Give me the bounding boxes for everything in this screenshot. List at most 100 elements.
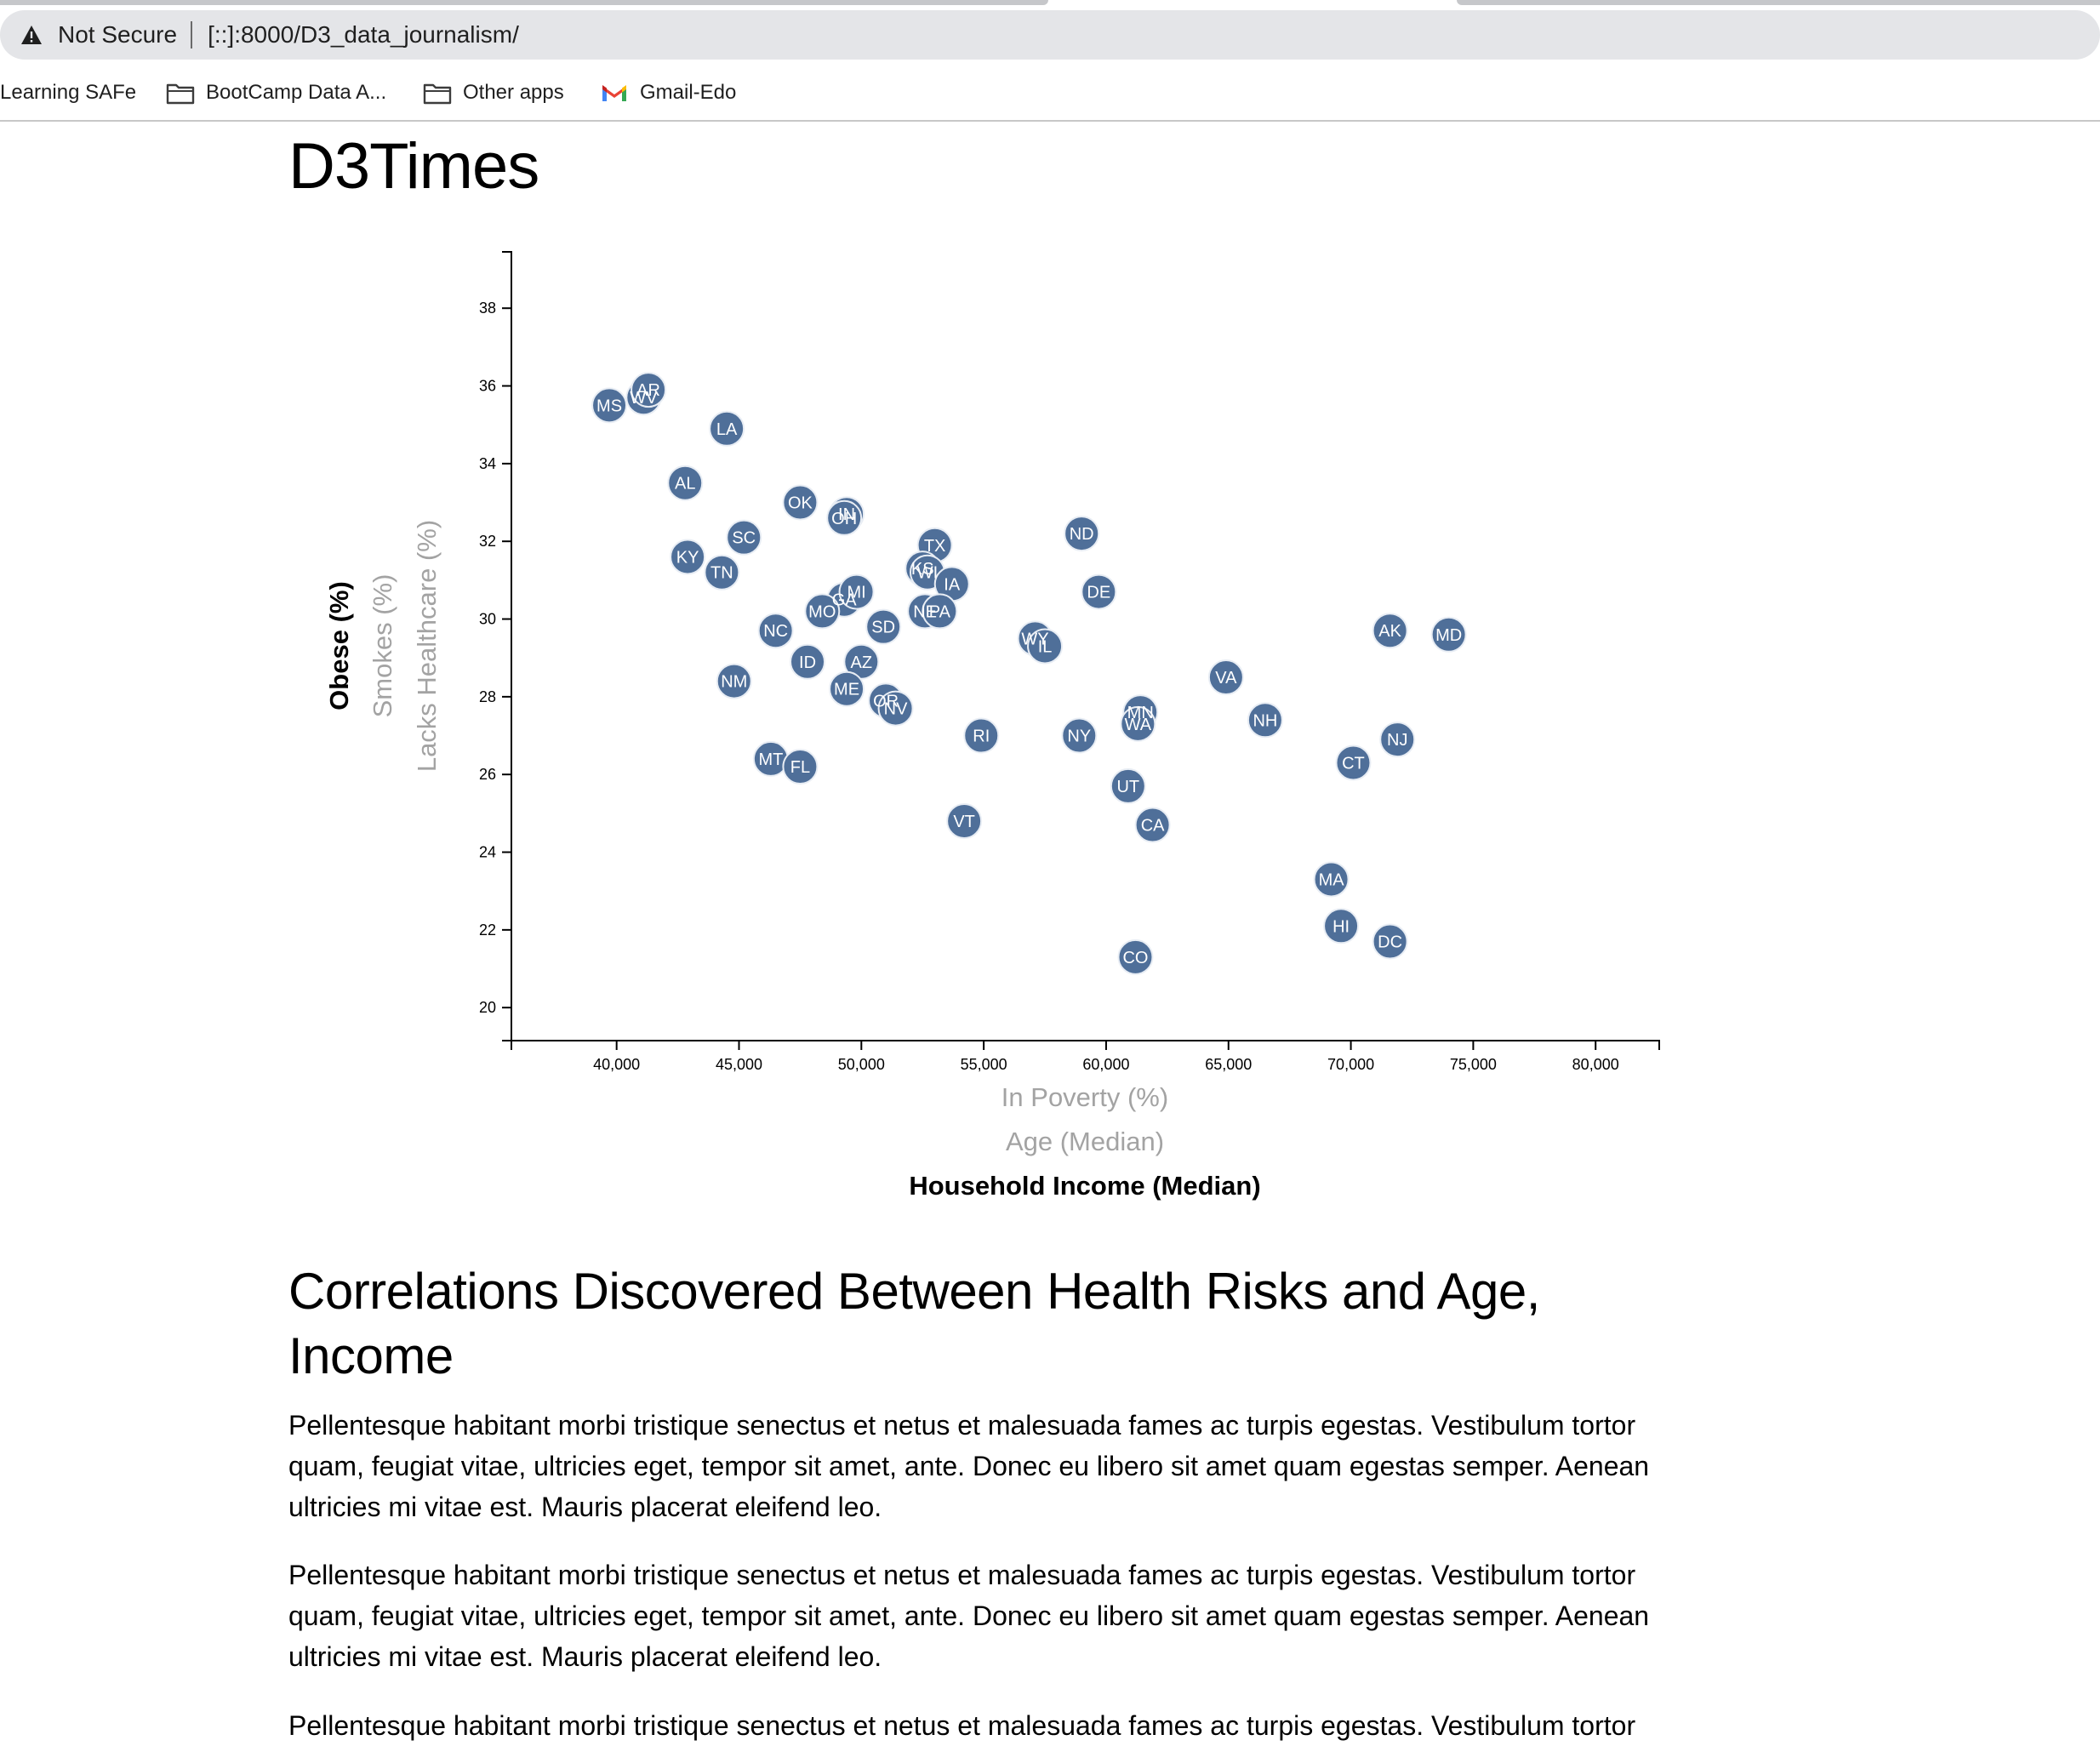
- bookmark-label: Other apps: [463, 81, 564, 104]
- bookmark-label: BootCamp Data A...: [206, 81, 387, 104]
- state-label: GA: [832, 591, 858, 610]
- state-label: AZ: [851, 653, 873, 672]
- x-axis-label[interactable]: Household Income (Median): [909, 1171, 1260, 1201]
- bookmark-label: Learning SAFe: [0, 81, 137, 104]
- state-marker[interactable]: [1323, 908, 1360, 944]
- state-label: TX: [924, 537, 946, 556]
- address-bar[interactable]: Not Secure [::]:8000/D3_data_journalism/: [0, 10, 2100, 60]
- chart-plot-area: 40,000 45,000 50,000 55,000 60,000 65,000 70,0…: [324, 251, 1660, 1201]
- y-tick-label: 20: [479, 999, 496, 1016]
- state-marker[interactable]: [963, 717, 1000, 754]
- state-label: DE: [1087, 584, 1110, 602]
- state-marker[interactable]: [709, 410, 745, 447]
- state-marker[interactable]: [865, 608, 902, 645]
- x-axis-label[interactable]: Age (Median): [1006, 1127, 1164, 1156]
- state-marker[interactable]: [790, 643, 826, 680]
- y-tick-label: 22: [479, 922, 496, 939]
- bookmark-bootcamp[interactable]: BootCamp Data A...: [165, 80, 386, 106]
- bookmarks-divider: [0, 120, 2100, 122]
- y-tick-label: 26: [479, 766, 496, 783]
- x-axis-line: [511, 1040, 1660, 1050]
- y-tick-label: 24: [479, 844, 496, 861]
- y-tick-label: 30: [479, 611, 496, 628]
- state-marker[interactable]: [726, 519, 762, 556]
- warning-icon[interactable]: [19, 22, 44, 48]
- state-label: RI: [973, 728, 990, 746]
- state-marker[interactable]: [1064, 516, 1100, 552]
- state-marker[interactable]: [1379, 722, 1416, 758]
- state-marker[interactable]: [1134, 807, 1171, 843]
- state-label: NV: [884, 700, 908, 719]
- state-label: MO: [808, 602, 836, 621]
- state-marker[interactable]: [667, 465, 704, 501]
- state-label: NH: [1253, 711, 1277, 730]
- x-tick-label: 45,000: [716, 1056, 762, 1073]
- state-marker[interactable]: [826, 499, 863, 536]
- state-label: AK: [1378, 622, 1401, 641]
- state-marker[interactable]: [1061, 717, 1098, 754]
- state-label: IL: [1038, 638, 1053, 657]
- state-marker[interactable]: [1120, 705, 1156, 742]
- folder-icon: [422, 80, 453, 106]
- browser-tab-strip: [0, 0, 2100, 7]
- browser-tab[interactable]: [0, 0, 1048, 5]
- y-axis-label[interactable]: Smokes (%): [368, 574, 397, 718]
- state-marker[interactable]: [1335, 745, 1372, 781]
- url-text[interactable]: [::]:8000/D3_data_journalism/: [208, 21, 519, 48]
- scatter-chart: 40,000 45,000 50,000 55,000 60,000 65,000 70,0…: [324, 251, 1660, 1201]
- state-marker[interactable]: [631, 372, 667, 408]
- state-marker[interactable]: [829, 670, 865, 707]
- browser-tab[interactable]: [1457, 0, 2100, 5]
- state-label: LA: [716, 420, 738, 439]
- state-marker[interactable]: [1207, 659, 1244, 696]
- state-marker[interactable]: [1117, 939, 1154, 975]
- bookmark-gmail-edo[interactable]: Gmail-Edo: [599, 80, 736, 106]
- state-marker[interactable]: [1430, 616, 1467, 653]
- state-marker[interactable]: [757, 613, 794, 649]
- page-title: D3Times: [288, 130, 539, 203]
- state-marker[interactable]: [1372, 613, 1408, 649]
- state-marker[interactable]: [670, 539, 706, 575]
- x-axis-label[interactable]: In Poverty (%): [1001, 1082, 1168, 1112]
- state-marker[interactable]: [922, 593, 958, 630]
- state-marker[interactable]: [716, 663, 752, 699]
- state-marker[interactable]: [1081, 573, 1117, 610]
- x-tick-label: 70,000: [1327, 1056, 1374, 1073]
- state-marker[interactable]: [782, 484, 819, 521]
- state-marker[interactable]: [782, 749, 819, 785]
- security-label[interactable]: Not Secure: [58, 21, 178, 48]
- state-label: IN: [838, 505, 855, 524]
- state-label: CO: [1122, 949, 1148, 967]
- state-label: MS: [596, 397, 622, 415]
- y-axis-label[interactable]: Lacks Healthcare (%): [412, 520, 442, 772]
- state-marker[interactable]: [591, 387, 628, 424]
- state-marker[interactable]: [1027, 628, 1064, 665]
- state-label: NE: [913, 602, 937, 621]
- state-label: ND: [1070, 525, 1094, 544]
- y-axis-label[interactable]: Obese (%): [324, 581, 354, 710]
- x-tick-label: 75,000: [1450, 1056, 1497, 1073]
- state-marker[interactable]: [843, 643, 880, 680]
- state-label: WA: [1125, 716, 1152, 734]
- state-marker[interactable]: [946, 802, 983, 839]
- state-marker[interactable]: [1247, 702, 1283, 739]
- address-separator: [191, 21, 193, 48]
- x-tick-label: 50,000: [838, 1056, 885, 1073]
- bookmark-learning-safe[interactable]: Learning SAFe: [0, 81, 136, 105]
- state-label: DC: [1378, 933, 1402, 952]
- state-marker[interactable]: [877, 690, 914, 727]
- state-marker[interactable]: [1372, 923, 1408, 960]
- y-tick-label: 36: [479, 378, 496, 395]
- bookmark-other-apps[interactable]: Other apps: [422, 80, 564, 106]
- state-marker[interactable]: [1110, 767, 1146, 804]
- state-marker[interactable]: [804, 593, 841, 630]
- state-marker[interactable]: [838, 573, 875, 610]
- article-paragraph: Pellentesque habitant morbi tristique se…: [288, 1710, 1636, 1741]
- state-label: ME: [834, 681, 859, 699]
- state-label: WI: [917, 564, 938, 583]
- state-label: HI: [1332, 917, 1350, 936]
- state-marker[interactable]: [704, 554, 740, 591]
- article-heading: Correlations Discovered Between Health R…: [288, 1263, 1540, 1384]
- state-label: UT: [1116, 778, 1139, 796]
- state-marker[interactable]: [1313, 861, 1350, 898]
